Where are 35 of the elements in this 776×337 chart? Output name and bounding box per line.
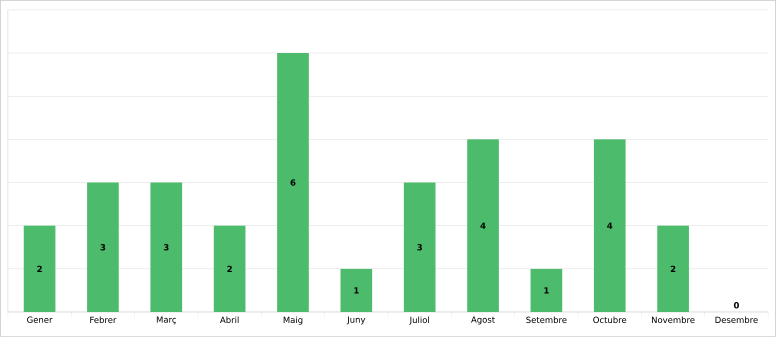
x-tick-label: Setembre xyxy=(526,316,567,324)
data-label: 1 xyxy=(544,287,549,294)
x-tick-label: Febrer xyxy=(90,316,116,324)
x-tick-label: Juny xyxy=(346,316,366,324)
x-tick-label: Abril xyxy=(220,316,239,324)
data-label: 4 xyxy=(607,222,612,229)
data-label: 6 xyxy=(290,179,296,186)
bar xyxy=(657,226,689,312)
x-tick-label: Juliol xyxy=(409,316,429,325)
data-label: 2 xyxy=(670,266,676,272)
bar xyxy=(24,226,56,312)
bar xyxy=(87,182,119,312)
x-tick-label: Agost xyxy=(471,316,495,324)
x-tick-label: Desembre xyxy=(716,316,758,324)
bar xyxy=(404,182,436,312)
bar xyxy=(467,139,499,312)
data-label: 3 xyxy=(164,244,169,251)
data-label: 3 xyxy=(417,244,422,251)
bar xyxy=(277,53,309,312)
bar xyxy=(530,268,562,312)
bar xyxy=(214,226,246,312)
data-label: 2 xyxy=(227,266,232,272)
x-tick-label: Gener xyxy=(27,316,52,323)
x-tick-label: Març xyxy=(156,316,176,324)
x-tick-label: Maig xyxy=(284,316,302,325)
data-label: 1 xyxy=(354,287,359,294)
bar xyxy=(340,268,372,312)
bar xyxy=(594,139,626,312)
data-label: 3 xyxy=(100,244,106,251)
data-label: 0 xyxy=(734,302,739,309)
data-label: 4 xyxy=(480,222,486,229)
bar xyxy=(150,182,182,312)
x-tick-label: Octubre xyxy=(593,316,626,324)
data-label: 2 xyxy=(37,266,42,272)
x-tick-label: Novembre xyxy=(652,316,695,324)
